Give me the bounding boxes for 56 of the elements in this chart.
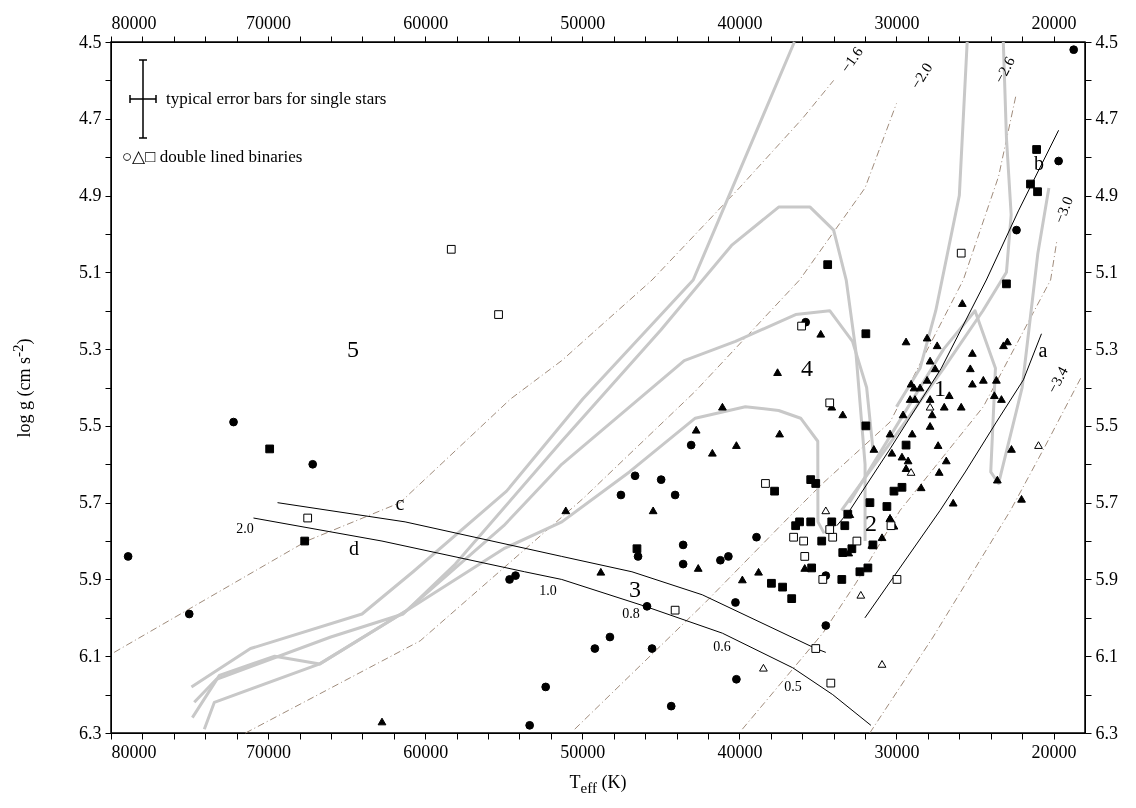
annotation: −2.0 bbox=[907, 59, 936, 92]
annotation: a bbox=[1038, 339, 1048, 361]
annotation: ○△□ double lined binaries bbox=[122, 146, 303, 166]
annotation: 1 bbox=[934, 375, 946, 401]
y2-tick-label: 5.7 bbox=[1095, 492, 1118, 513]
x-tick-label: 60000 bbox=[403, 741, 449, 762]
x2-tick-label: 30000 bbox=[874, 12, 920, 33]
y2-tick-label: 4.7 bbox=[1095, 108, 1118, 129]
x-tick-label: 30000 bbox=[874, 741, 920, 762]
x-tick-label: 80000 bbox=[111, 741, 157, 762]
x2-tick-label: 80000 bbox=[111, 12, 157, 33]
annotation: d bbox=[349, 537, 359, 559]
annotation: 3 bbox=[629, 576, 641, 602]
y2-tick-label: 4.9 bbox=[1095, 185, 1118, 206]
y-tick-label: 6.3 bbox=[79, 722, 102, 743]
y-tick-label: 6.1 bbox=[79, 645, 102, 666]
x-tick-label: 40000 bbox=[717, 741, 763, 762]
x-tick-label: 20000 bbox=[1031, 741, 1077, 762]
y2-tick-label: 5.3 bbox=[1095, 338, 1118, 359]
x-axis-title: T$_{eff}$ (K) bbox=[569, 772, 627, 797]
annotation: 0.5 bbox=[784, 679, 802, 694]
x-tick-label: 70000 bbox=[246, 741, 292, 762]
annotation: c bbox=[395, 492, 405, 514]
y-tick-label: 5.7 bbox=[79, 492, 102, 513]
y-tick-label: 5.3 bbox=[79, 338, 102, 359]
annotation: 1.0 bbox=[539, 583, 557, 598]
y2-tick-label: 5.5 bbox=[1095, 415, 1118, 436]
annotation: 4 bbox=[801, 355, 813, 381]
y2-tick-label: 6.1 bbox=[1095, 645, 1118, 666]
annotation: typical error bars for single stars bbox=[166, 88, 387, 108]
annotation: −3.4 bbox=[1044, 363, 1072, 396]
annotation: 0.8 bbox=[622, 606, 640, 621]
annotation: 5 bbox=[347, 336, 359, 362]
annotation: −3.0 bbox=[1051, 194, 1077, 226]
y-tick-label: 4.9 bbox=[79, 185, 102, 206]
y-tick-label: 4.7 bbox=[79, 108, 102, 129]
annotation: 0.6 bbox=[713, 639, 731, 654]
y2-tick-label: 5.9 bbox=[1095, 568, 1118, 589]
x-tick-label: 50000 bbox=[560, 741, 606, 762]
y-tick-label: 5.9 bbox=[79, 568, 102, 589]
x2-tick-label: 40000 bbox=[717, 12, 763, 33]
annotation: −1.6 bbox=[837, 43, 866, 76]
y-tick-label: 5.1 bbox=[79, 261, 102, 282]
y2-tick-label: 5.1 bbox=[1095, 261, 1118, 282]
y2-tick-label: 6.3 bbox=[1095, 722, 1118, 743]
y-tick-label: 5.5 bbox=[79, 415, 102, 436]
annotation: 2.0 bbox=[236, 521, 254, 536]
x2-tick-label: 20000 bbox=[1031, 12, 1077, 33]
x2-tick-label: 60000 bbox=[403, 12, 449, 33]
y-tick-label: 4.5 bbox=[79, 31, 102, 52]
x2-tick-label: 50000 bbox=[560, 12, 606, 33]
annotation: −2.6 bbox=[991, 53, 1019, 86]
x2-tick-label: 70000 bbox=[246, 12, 292, 33]
annotation: b bbox=[1034, 152, 1044, 174]
y2-tick-label: 4.5 bbox=[1095, 31, 1118, 52]
annotation: 2 bbox=[865, 510, 877, 536]
